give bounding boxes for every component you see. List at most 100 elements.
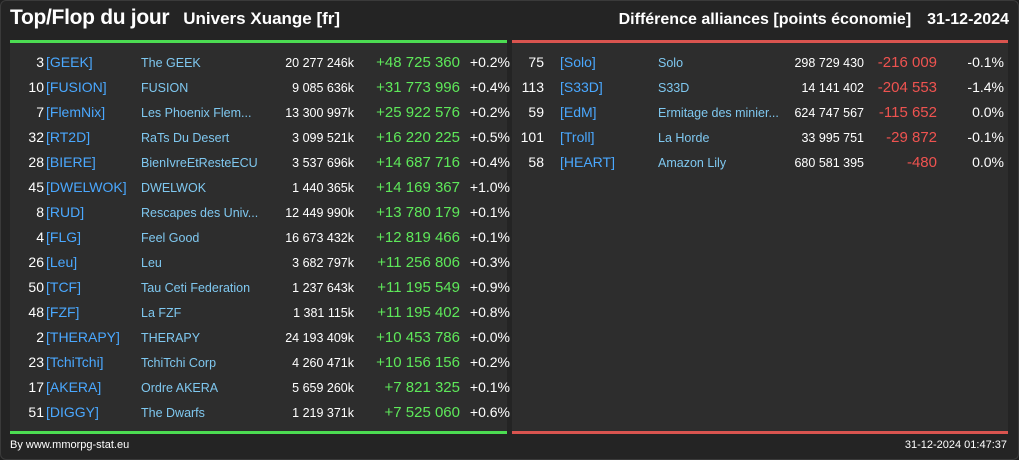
alliance-points: 24 193 409k (285, 331, 354, 345)
alliance-percent: +0.4% (469, 154, 510, 170)
alliance-tag-link[interactable]: [FLG] (46, 229, 82, 245)
alliance-name-link[interactable]: Feel Good (141, 231, 200, 245)
alliance-percent: 0.0% (972, 154, 1004, 170)
alliance-diff: -216 009 (877, 54, 937, 71)
alliance-name-link[interactable]: FUSION (141, 81, 189, 95)
alliance-name-link[interactable]: Les Phoenix Flem... (141, 106, 252, 120)
alliance-name-link[interactable]: Solo (658, 56, 684, 70)
flop-row: 113 [S33D] S33D 14 141 402 -204 553 -1.4% (512, 74, 1008, 99)
alliance-percent: +0.2% (469, 104, 510, 120)
page-title: Top/Flop du jour (10, 6, 170, 29)
alliance-tag-link[interactable]: [DWELWOK] (46, 179, 127, 195)
alliance-tag-link[interactable]: [S33D] (560, 79, 603, 95)
alliance-percent: +0.2% (469, 54, 510, 70)
alliance-diff: +11 195 549 (377, 279, 460, 296)
alliance-tag-link[interactable]: [RT2D] (46, 129, 91, 145)
alliance-points: 680 581 395 (794, 156, 864, 170)
alliance-points: 20 277 246k (285, 56, 354, 70)
alliance-diff: -480 (906, 154, 937, 171)
alliance-points: 13 300 997k (285, 106, 354, 120)
alliance-name-link[interactable]: Amazon Lily (658, 156, 727, 170)
top-row: 7 [FlemNix] Les Phoenix Flem... 13 300 997k… (10, 99, 510, 124)
top-panel: 3 [GEEK] The GEEK 20 277 246k +48 725 360 +0.… (10, 40, 510, 434)
alliance-diff: +31 773 996 (376, 79, 460, 96)
alliance-rank: 113 (521, 79, 544, 95)
alliance-rank: 75 (528, 54, 544, 70)
alliance-diff: -29 872 (886, 129, 937, 146)
alliance-tag-link[interactable]: [EdM] (560, 104, 597, 120)
alliance-tag-link[interactable]: [BIERE] (46, 154, 96, 170)
top-row: 3 [GEEK] The GEEK 20 277 246k +48 725 360 +0.… (10, 49, 510, 74)
alliance-tag-link[interactable]: [TCF] (46, 279, 81, 295)
alliance-percent: +0.1% (469, 379, 510, 395)
alliance-diff: +12 819 466 (376, 229, 460, 246)
alliance-percent: +0.1% (469, 229, 510, 245)
alliance-tag-link[interactable]: [Solo] (560, 54, 596, 70)
alliance-rank: 59 (528, 104, 544, 120)
alliance-points: 14 141 402 (801, 81, 864, 95)
flop-row: 58 [HEART] Amazon Lily 680 581 395 -480 0.0% (512, 149, 1008, 174)
alliance-name-link[interactable]: TchiTchi Corp (141, 356, 217, 370)
alliance-name-link[interactable]: Ermitage des minier... (658, 106, 779, 120)
alliance-diff: +14 687 716 (376, 154, 460, 171)
alliance-tag-link[interactable]: [HEART] (560, 154, 615, 170)
alliance-name-link[interactable]: Ordre AKERA (141, 381, 219, 395)
alliance-tag-link[interactable]: [Troll] (560, 129, 595, 145)
alliance-tag-link[interactable]: [FlemNix] (46, 104, 106, 120)
top-row: 26 [Leu] Leu 3 682 797k +11 256 806 +0.3% (10, 249, 510, 274)
alliance-name-link[interactable]: The GEEK (141, 56, 201, 70)
alliance-percent: +0.9% (469, 279, 510, 295)
alliance-percent: +0.6% (469, 404, 510, 420)
alliance-points: 3 099 521k (292, 131, 354, 145)
date-label: 31-12-2024 (927, 11, 1009, 28)
alliance-diff: +14 169 367 (376, 179, 460, 196)
alliance-name-link[interactable]: Rescapes des Univ... (141, 206, 259, 220)
alliance-tag-link[interactable]: [GEEK] (46, 54, 93, 70)
alliance-percent: +0.3% (469, 254, 510, 270)
alliance-tag-link[interactable]: [Leu] (46, 254, 78, 270)
metric-label: Différence alliances [points économie] (618, 11, 912, 28)
alliance-tag-link[interactable]: [TchiTchi] (46, 354, 104, 370)
alliance-points: 4 260 471k (292, 356, 354, 370)
alliance-points: 9 085 636k (292, 81, 354, 95)
alliance-diff: +48 725 360 (376, 54, 460, 71)
alliance-name-link[interactable]: The Dwarfs (141, 406, 205, 420)
alliance-diff: +11 195 402 (377, 304, 460, 321)
alliance-points: 298 729 430 (794, 56, 864, 70)
alliance-name-link[interactable]: THERAPY (141, 331, 201, 345)
flop-panel: 75 [Solo] Solo 298 729 430 -216 009 -0.1% 113 [… (512, 40, 1008, 434)
alliance-name-link[interactable]: La Horde (658, 131, 710, 145)
alliance-rank: 2 (36, 329, 44, 345)
alliance-tag-link[interactable]: [DIGGY] (46, 404, 99, 420)
top-row: 8 [RUD] Rescapes des Univ... 12 449 990k +13… (10, 199, 510, 224)
alliance-name-link[interactable]: DWELWOK (141, 181, 207, 195)
alliance-rank: 26 (28, 254, 44, 270)
top-row: 4 [FLG] Feel Good 16 673 432k +12 819 466 +0.… (10, 224, 510, 249)
alliance-points: 624 747 567 (794, 106, 864, 120)
alliance-tag-link[interactable]: [FZF] (46, 304, 80, 320)
header-right: Différence alliances [points économie] 3… (619, 11, 1009, 29)
alliance-name-link[interactable]: BienIvreEtResteECU (141, 156, 258, 170)
alliance-name-link[interactable]: La FZF (141, 306, 182, 320)
alliance-rank: 28 (28, 154, 44, 170)
alliance-name-link[interactable]: Tau Ceti Federation (141, 281, 251, 295)
alliance-points: 1 440 365k (292, 181, 354, 195)
top-row: 51 [DIGGY] The Dwarfs 1 219 371k +7 525 060 +… (10, 399, 510, 424)
alliance-percent: +0.5% (469, 129, 510, 145)
alliance-percent: 0.0% (972, 104, 1004, 120)
alliance-percent: -0.1% (967, 54, 1004, 70)
alliance-tag-link[interactable]: [FUSION] (46, 79, 107, 95)
flop-row: 59 [EdM] Ermitage des minier... 624 747 567… (512, 99, 1008, 124)
alliance-tag-link[interactable]: [RUD] (46, 204, 85, 220)
alliance-points: 3 682 797k (292, 256, 354, 270)
alliance-diff: +7 821 325 (384, 379, 461, 396)
alliance-name-link[interactable]: S33D (658, 81, 690, 95)
alliance-rank: 23 (28, 354, 44, 370)
alliance-name-link[interactable]: RaTs Du Desert (141, 131, 230, 145)
alliance-name-link[interactable]: Leu (141, 256, 162, 270)
alliance-points: 1 219 371k (292, 406, 354, 420)
alliance-tag-link[interactable]: [THERAPY] (46, 329, 120, 345)
alliance-rank: 58 (528, 154, 544, 170)
alliance-tag-link[interactable]: [AKERA] (46, 379, 102, 395)
alliance-diff: +10 453 786 (376, 329, 460, 346)
